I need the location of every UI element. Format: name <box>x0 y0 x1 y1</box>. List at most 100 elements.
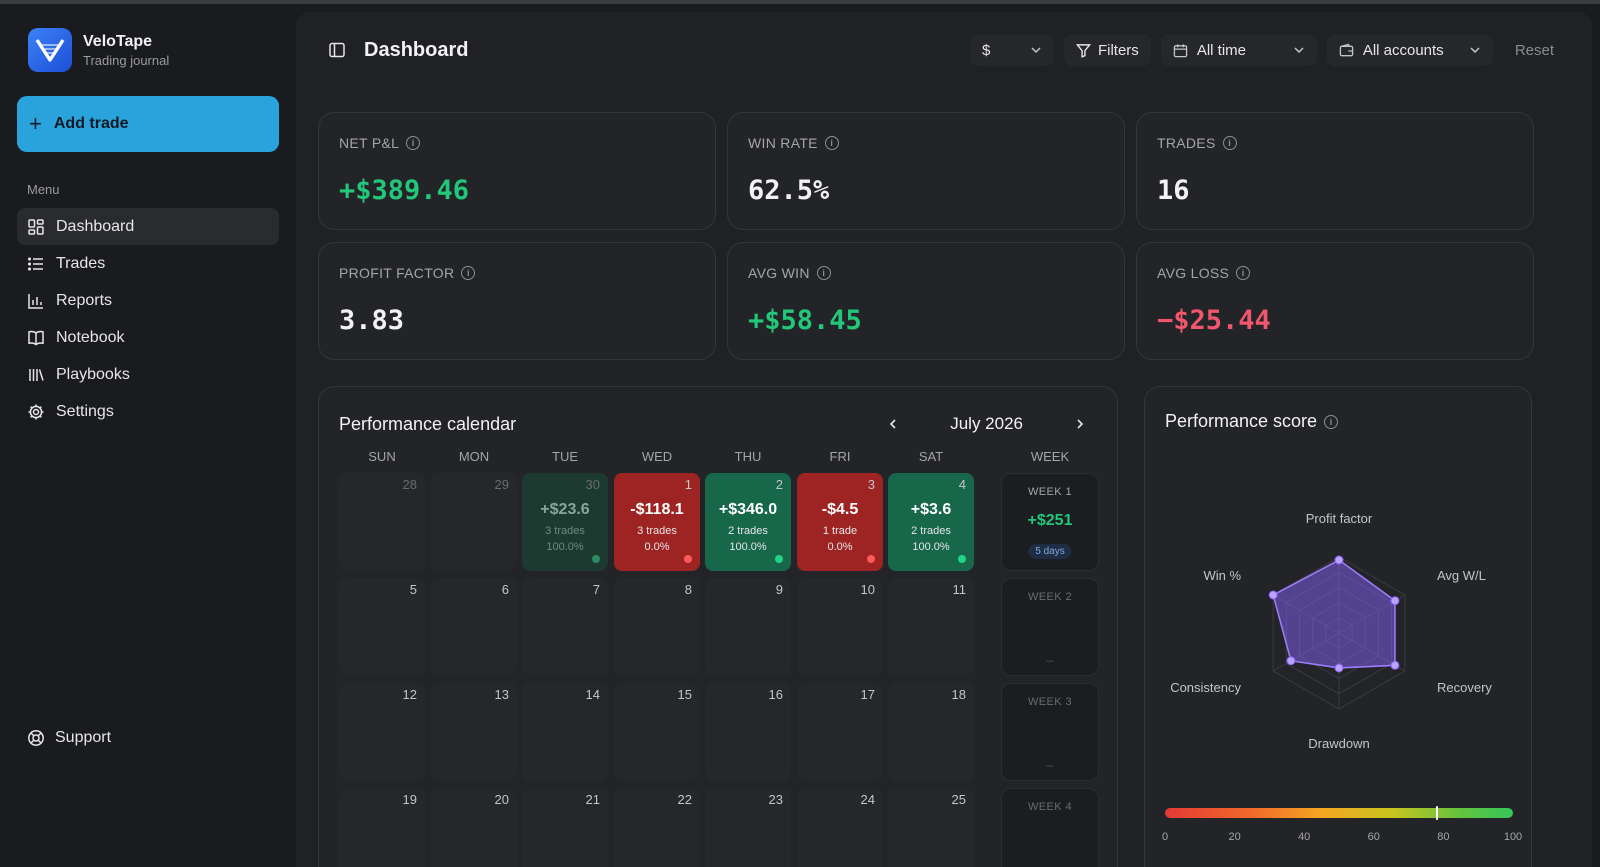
stat-card-avg-win: AVG WIN i +$58.45 <box>727 242 1125 360</box>
wallet-icon <box>1339 43 1354 56</box>
week-summary[interactable]: WEEK 3 – <box>1001 683 1099 781</box>
info-icon[interactable]: i <box>1236 266 1251 280</box>
day-number: 16 <box>768 687 783 702</box>
reset-button[interactable]: Reset <box>1514 41 1554 59</box>
accounts-select[interactable]: All accounts <box>1326 34 1493 66</box>
day-number: 5 <box>409 582 417 597</box>
sidebar-nav: Dashboard Trades Reports Notebook Playbo… <box>17 208 279 430</box>
info-icon[interactable]: i <box>461 266 476 280</box>
week-pnl-empty: – <box>1046 758 1054 772</box>
sidebar-item-settings[interactable]: Settings <box>17 393 279 430</box>
radar-data-point <box>1286 656 1296 666</box>
calendar-day[interactable]: 14 <box>522 683 608 781</box>
calendar-day[interactable]: 10 <box>797 578 883 676</box>
radar-data-point <box>1334 663 1344 673</box>
radar-data-point <box>1268 590 1278 600</box>
calendar-day[interactable]: 1 -$118.1 3 trades 0.0% <box>614 473 700 571</box>
prev-month-button[interactable] <box>882 413 904 435</box>
calendar-day[interactable]: 18 <box>888 683 974 781</box>
sidebar-item-dashboard[interactable]: Dashboard <box>17 208 279 245</box>
calendar-day[interactable]: 11 <box>888 578 974 676</box>
calendar-day[interactable]: 13 <box>431 683 517 781</box>
sidebar-item-notebook[interactable]: Notebook <box>17 319 279 356</box>
support-link[interactable]: Support <box>27 729 111 747</box>
stat-label-text: AVG WIN <box>748 265 810 281</box>
sidebar-toggle-icon[interactable] <box>328 41 346 59</box>
sidebar-item-label: Playbooks <box>56 365 130 383</box>
scale-tick-label: 40 <box>1298 831 1311 843</box>
day-win-rate: 100.0% <box>912 541 950 553</box>
calendar-day[interactable]: 17 <box>797 683 883 781</box>
day-win-rate: 100.0% <box>729 541 767 553</box>
calendar-day[interactable]: 16 <box>705 683 791 781</box>
chevron-down-icon <box>1470 47 1480 54</box>
performance-radar-chart: Profit factor Avg W/L Recovery Drawdown Cons… <box>1170 511 1492 751</box>
day-number: 21 <box>585 792 600 807</box>
chevron-down-icon <box>1031 47 1041 54</box>
filters-button[interactable]: Filters <box>1063 34 1151 66</box>
week-label: WEEK 2 <box>1028 591 1072 603</box>
calendar-day[interactable]: 15 <box>614 683 700 781</box>
calendar-day[interactable]: 9 <box>705 578 791 676</box>
calendar-day[interactable]: 3 -$4.5 1 trade 0.0% <box>797 473 883 571</box>
day-number: 30 <box>585 477 600 492</box>
lifebuoy-icon <box>28 730 44 746</box>
sidebar-item-trades[interactable]: Trades <box>17 245 279 282</box>
calendar-day[interactable]: 2 +$346.0 2 trades 100.0% <box>705 473 791 571</box>
date-range-value: All time <box>1196 41 1246 59</box>
brand[interactable]: VeloTape Trading journal <box>28 28 169 72</box>
week-pnl-empty: – <box>1046 653 1054 667</box>
calendar-day[interactable]: 22 <box>614 788 700 867</box>
week-label: WEEK 4 <box>1028 801 1072 813</box>
calendar-day[interactable]: 7 <box>522 578 608 676</box>
radar-axis-label: Recovery <box>1437 680 1492 695</box>
week-summary[interactable]: WEEK 2 – <box>1001 578 1099 676</box>
sidebar-item-reports[interactable]: Reports <box>17 282 279 319</box>
stat-label-text: AVG LOSS <box>1157 265 1230 281</box>
info-icon[interactable]: i <box>1222 136 1237 150</box>
calendar-day[interactable]: 29 <box>431 473 517 571</box>
info-icon[interactable]: i <box>1324 414 1339 429</box>
date-range-select[interactable]: All time <box>1160 34 1317 66</box>
calendar-day[interactable]: 28 <box>339 473 425 571</box>
calendar-day[interactable]: 4 +$3.6 2 trades 100.0% <box>888 473 974 571</box>
sidebar-item-playbooks[interactable]: Playbooks <box>17 356 279 393</box>
performance-calendar: Performance calendar July 2026 SUN MON TUE… <box>318 386 1118 867</box>
menu-section-label: Menu <box>27 182 60 197</box>
next-month-button[interactable] <box>1069 413 1091 435</box>
scale-tick-label: 0 <box>1161 831 1169 843</box>
day-number: 2 <box>775 477 783 492</box>
sidebar-item-label: Trades <box>56 254 106 272</box>
day-number: 6 <box>501 582 509 597</box>
info-icon[interactable]: i <box>824 136 839 150</box>
sidebar: VeloTape Trading journal + Add trade Men… <box>0 4 296 867</box>
day-number: 18 <box>951 687 966 702</box>
info-icon[interactable]: i <box>406 136 421 150</box>
info-icon[interactable]: i <box>816 266 831 280</box>
currency-select[interactable]: $ <box>969 34 1054 66</box>
weekday-header: TUE <box>552 449 578 464</box>
score-scale: 0 20 40 60 80 100 <box>1159 831 1522 847</box>
stat-label: AVG LOSS i <box>1157 265 1251 281</box>
add-trade-button[interactable]: + Add trade <box>17 96 279 152</box>
calendar-day[interactable]: 12 <box>339 683 425 781</box>
calendar-day[interactable]: 25 <box>888 788 974 867</box>
calendar-day[interactable]: 6 <box>431 578 517 676</box>
calendar-day[interactable]: 24 <box>797 788 883 867</box>
calendar-day[interactable]: 30 +$23.6 3 trades 100.0% <box>522 473 608 571</box>
calendar-day[interactable]: 20 <box>431 788 517 867</box>
calendar-day[interactable]: 19 <box>339 788 425 867</box>
week-summary[interactable]: WEEK 1 +$251 5 days <box>1001 473 1099 571</box>
calendar-day[interactable]: 23 <box>705 788 791 867</box>
day-status-dot <box>958 555 966 563</box>
stat-label: TRADES i <box>1157 135 1237 151</box>
week-summary[interactable]: WEEK 4 <box>1001 788 1099 867</box>
radar-axis-label: Avg W/L <box>1437 568 1486 583</box>
radar-axis-label: Win % <box>1203 568 1241 583</box>
weekday-header: SUN <box>368 449 396 464</box>
radar-data-point <box>1334 555 1344 565</box>
calendar-day[interactable]: 21 <box>522 788 608 867</box>
calendar-day[interactable]: 5 <box>339 578 425 676</box>
calendar-day[interactable]: 8 <box>614 578 700 676</box>
stat-label-text: NET P&L <box>339 135 400 151</box>
